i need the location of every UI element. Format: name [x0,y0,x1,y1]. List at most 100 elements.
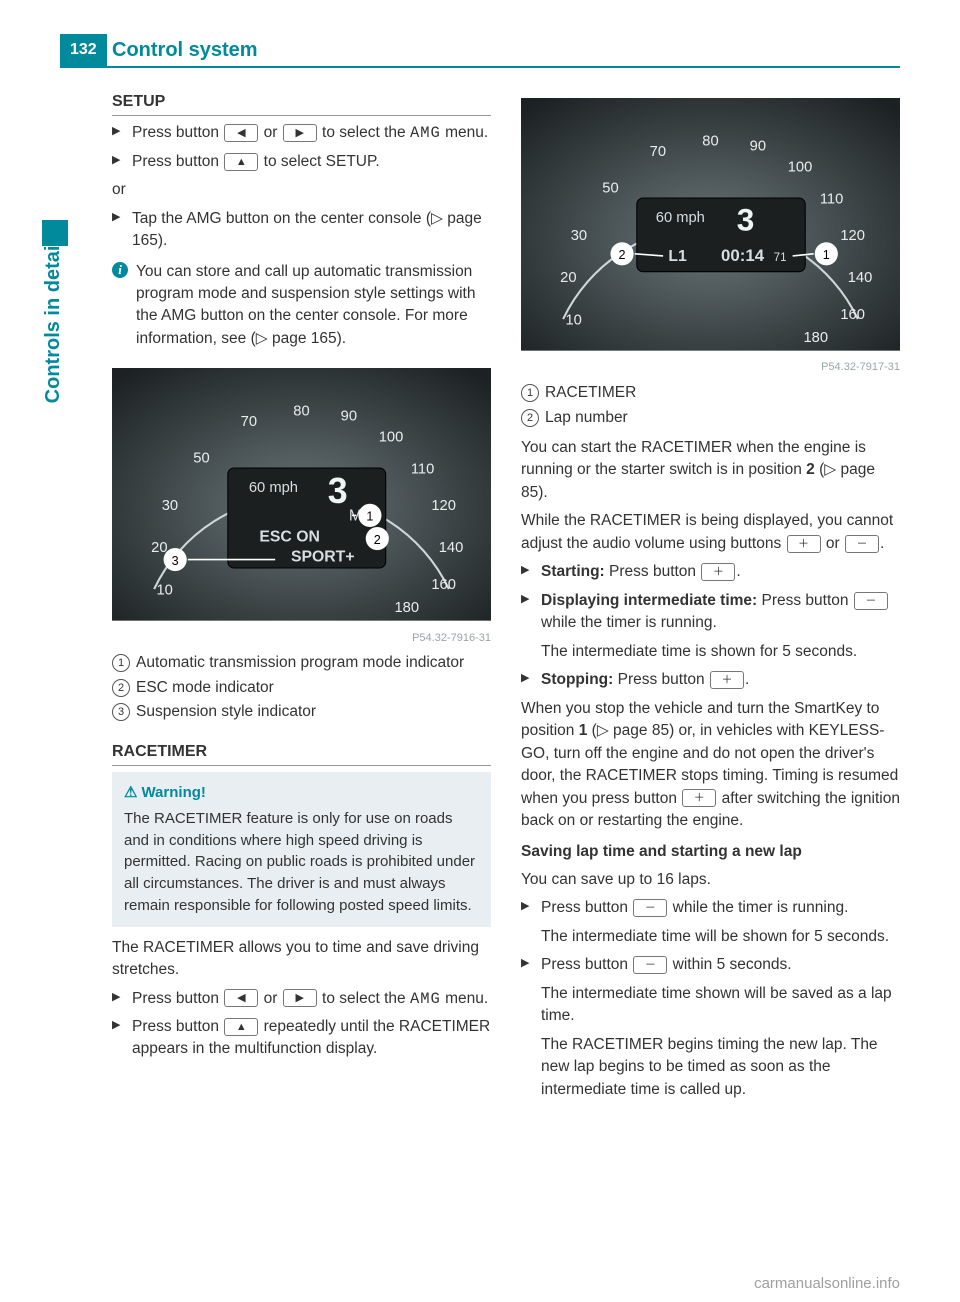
svg-text:80: 80 [293,404,309,420]
svg-text:180: 180 [394,601,419,617]
intermediate-step: Displaying intermediate time: Press butt… [521,590,900,635]
warning-box: ⚠Warning! The RACETIMER feature is only … [112,772,491,927]
intermediate-line2: The intermediate time is shown for 5 sec… [521,641,900,663]
info-icon: i [112,262,128,278]
svg-text:70: 70 [241,414,257,430]
minus-button-icon: － [845,535,879,553]
svg-text:00:14: 00:14 [721,246,765,265]
svg-text:50: 50 [193,451,209,467]
warning-body: The RACETIMER feature is only for use on… [124,808,479,917]
racetimer-gauge-image: 102030 507080 90100110 120140160 180 60 … [521,98,900,351]
svg-text:160: 160 [840,307,865,323]
legend-2: 2ESC mode indicator [112,677,491,699]
manual-page: 132 Control system Controls in detail SE… [0,0,960,1302]
legend-2: 2Lap number [521,407,900,429]
save-step-2-line3: The RACETIMER begins timing the new lap.… [521,1034,900,1101]
svg-text:2: 2 [619,248,626,262]
svg-text:60 mph: 60 mph [656,210,705,226]
svg-text:30: 30 [162,499,178,515]
svg-text:20: 20 [560,270,576,286]
image-id: P54.32-7916-31 [112,631,491,647]
svg-text:90: 90 [750,139,766,155]
svg-text:1: 1 [823,248,830,262]
svg-text:140: 140 [439,541,464,557]
racetimer-heading: RACETIMER [112,740,491,766]
svg-text:80: 80 [702,133,718,149]
right-button-icon: ▶ [283,989,317,1007]
setup-info: i You can store and call up automatic tr… [112,261,491,351]
up-button-icon: ▲ [224,1018,258,1036]
svg-text:20: 20 [151,541,167,557]
setup-heading: SETUP [112,90,491,116]
save-step-1: Press button － while the timer is runnin… [521,897,900,919]
setup-or: or [112,179,491,201]
svg-text:140: 140 [848,270,873,286]
footer-watermark: carmanualsonline.info [754,1275,900,1292]
svg-text:ESC ON: ESC ON [259,529,320,546]
section-label: Controls in detail [42,240,65,403]
setup-step-1: Press button ◀ or ▶ to select the AMG me… [112,122,491,144]
pageref-icon: ▷ [431,210,443,227]
svg-text:110: 110 [820,191,843,207]
plus-button-icon: ＋ [682,789,716,807]
minus-button-icon: － [854,592,888,610]
legend-3: 3Suspension style indicator [112,701,491,723]
save-intro: You can save up to 16 laps. [521,869,900,891]
stopping-step: Stopping: Press button ＋. [521,669,900,691]
svg-text:50: 50 [602,181,618,197]
image-id: P54.32-7917-31 [521,360,900,376]
racetimer-intro: The RACETIMER allows you to time and sav… [112,937,491,982]
setup-step-3: Tap the AMG button on the center console… [112,208,491,253]
page-title: Control system [112,34,258,66]
save-step-2: Press button － within 5 seconds. [521,954,900,976]
minus-button-icon: － [633,956,667,974]
svg-text:SPORT+: SPORT+ [291,549,355,566]
page-number: 132 [60,34,107,66]
racetimer-step-1: Press button ◀ or ▶ to select the AMG me… [112,988,491,1010]
racetimer-para-3: When you stop the vehicle and turn the S… [521,698,900,833]
racetimer-para-2: While the RACETIMER is being displayed, … [521,510,900,555]
plus-button-icon: ＋ [701,563,735,581]
header-rule [60,66,900,68]
pageref-icon: ▷ [597,722,609,739]
header: 132 Control system [0,34,960,66]
svg-text:10: 10 [565,312,581,328]
racetimer-step-2: Press button ▲ repeatedly until the RACE… [112,1016,491,1061]
svg-text:10: 10 [156,583,172,599]
setup-gauge-image: 102030 507080 90100110 120140160 180 60 … [112,368,491,621]
pageref-icon: ▷ [256,330,268,347]
setup-step-2: Press button ▲ to select SETUP. [112,151,491,173]
svg-text:30: 30 [571,228,587,244]
svg-text:180: 180 [803,330,828,346]
svg-text:120: 120 [840,228,865,244]
gauge-gear: 3 [328,471,348,511]
svg-text:1: 1 [366,510,373,524]
minus-button-icon: － [633,899,667,917]
left-button-icon: ◀ [224,989,258,1007]
section-label-container: Controls in detail [42,60,65,260]
svg-text:70: 70 [650,144,666,160]
save-step-1-line2: The intermediate time will be shown for … [521,926,900,948]
up-button-icon: ▲ [224,153,258,171]
racetimer-para-1: You can start the RACETIMER when the eng… [521,437,900,504]
gauge-speed: 60 mph [249,481,298,497]
svg-text:110: 110 [411,462,434,478]
svg-text:2: 2 [374,533,381,547]
save-title: Saving lap time and starting a new lap [521,841,900,863]
left-button-icon: ◀ [224,124,258,142]
save-step-2-line2: The intermediate time shown will be save… [521,983,900,1028]
legend-1: 1RACETIMER [521,382,900,404]
right-button-icon: ▶ [283,124,317,142]
svg-text:71: 71 [774,252,787,264]
svg-text:3: 3 [737,202,755,238]
plus-button-icon: ＋ [787,535,821,553]
svg-text:90: 90 [341,409,357,425]
svg-text:L1: L1 [668,248,687,265]
svg-text:160: 160 [431,577,456,593]
legend-1: 1Automatic transmission program mode ind… [112,652,491,674]
plus-button-icon: ＋ [710,671,744,689]
svg-text:3: 3 [172,554,179,568]
pageref-icon: ▷ [824,461,836,478]
content-columns: SETUP Press button ◀ or ▶ to select the … [112,90,900,1262]
svg-text:100: 100 [379,430,404,446]
